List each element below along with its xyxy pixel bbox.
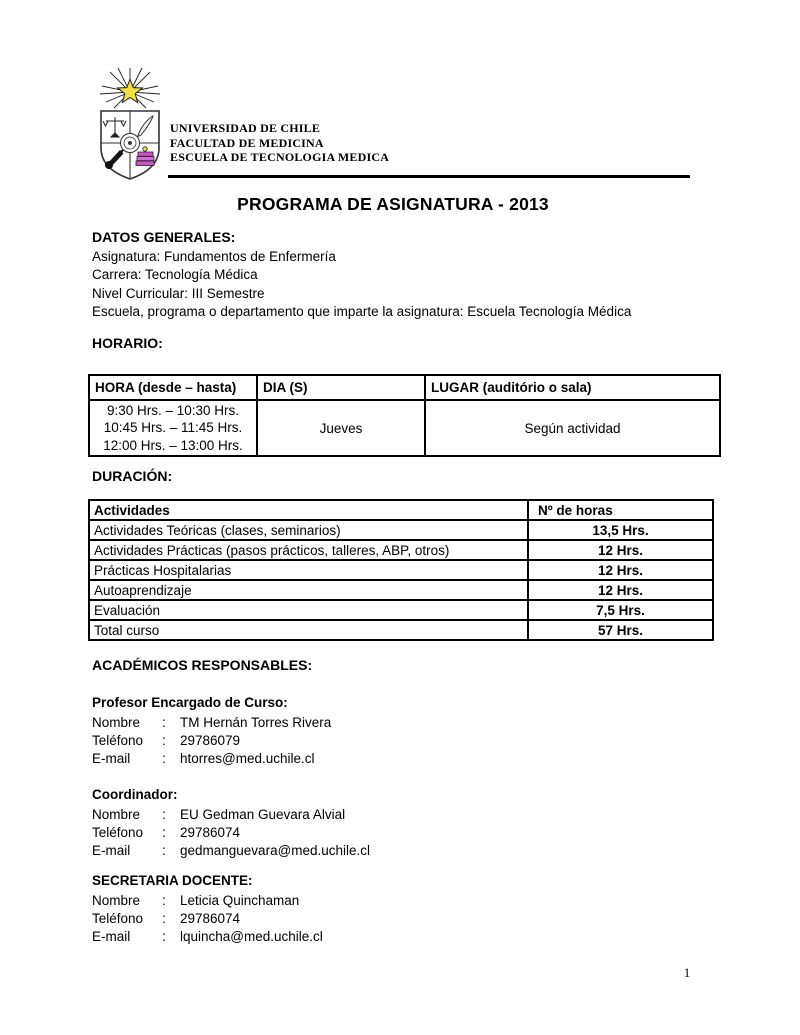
horas-cell: 12 Hrs. — [527, 579, 714, 601]
contact-separator: : — [162, 733, 166, 748]
datos-line-asignatura: Asignatura: Fundamentos de Enfermería — [92, 248, 336, 264]
duracion-header-row: Actividades Nº de horas — [88, 499, 714, 521]
contact-separator: : — [162, 751, 166, 766]
contact-row: Nombre : EU Gedman Guevara Alvial — [92, 806, 652, 824]
horario-cell-horas: 9:30 Hrs. – 10:30 Hrs. 10:45 Hrs. – 11:4… — [88, 398, 258, 458]
horas-cell: 12 Hrs. — [527, 559, 714, 581]
contact-value-nombre: TM Hernán Torres Rivera — [180, 715, 332, 730]
datos-line-carrera: Carrera: Tecnología Médica — [92, 267, 258, 283]
contact-separator: : — [162, 825, 166, 840]
section-datos-generales: DATOS GENERALES: Asignatura: Fundamentos… — [92, 228, 707, 322]
table-row: Autoaprendizaje 12 Hrs. — [88, 579, 714, 601]
header-rule — [168, 175, 690, 178]
page-number: 1 — [683, 965, 691, 980]
contact-value-email: lquincha@med.uchile.cl — [180, 929, 323, 944]
contact-row: Teléfono : 29786079 — [92, 732, 652, 750]
contact-label: Nombre — [92, 807, 141, 822]
contact-role: Profesor Encargado de Curso: — [92, 695, 288, 710]
contact-label: E-mail — [92, 843, 131, 858]
contact-value-telefono: 29786074 — [180, 825, 241, 840]
contact-value-nombre: EU Gedman Guevara Alvial — [180, 807, 346, 822]
horario-table: HORA (desde – hasta) DIA (S) LUGAR (audi… — [88, 374, 721, 458]
actividad-cell: Total curso — [88, 619, 529, 641]
contact-label: E-mail — [92, 751, 131, 766]
org-line-university: UNIVERSIDAD DE CHILE — [170, 121, 321, 135]
contact-label: Nombre — [92, 893, 141, 908]
contact-separator: : — [162, 715, 166, 730]
contact-row: Teléfono : 29786074 — [92, 824, 652, 842]
contact-row: E-mail : htorres@med.uchile.cl — [92, 750, 652, 768]
horario-col-lugar: LUGAR (auditório o sala) — [424, 374, 721, 401]
contact-label: Teléfono — [92, 825, 144, 840]
actividad-cell: Prácticas Hospitalarias — [88, 559, 529, 581]
contact-separator: : — [162, 893, 166, 908]
actividad-cell: Actividades Teóricas (clases, seminarios… — [88, 519, 529, 541]
hora-line: 9:30 Hrs. – 10:30 Hrs. — [106, 403, 240, 418]
contact-separator: : — [162, 911, 166, 926]
table-row: Prácticas Hospitalarias 12 Hrs. — [88, 559, 714, 581]
logo-books — [135, 146, 155, 166]
table-row: Actividades Teóricas (clases, seminarios… — [88, 519, 714, 541]
contact-row: E-mail : lquincha@med.uchile.cl — [92, 928, 652, 946]
contact-label: Teléfono — [92, 911, 144, 926]
hora-line: 12:00 Hrs. – 13:00 Hrs. — [103, 437, 243, 453]
datos-line-escuela: Escuela, programa o departamento que imp… — [92, 304, 632, 320]
contact-role: SECRETARIA DOCENTE: — [92, 873, 253, 888]
duracion-table: Actividades Nº de horas Actividades Teór… — [88, 499, 714, 641]
section-heading-datos-generales: DATOS GENERALES: — [92, 229, 236, 245]
contact-block-secretaria: SECRETARIA DOCENTE: Nombre : Leticia Qui… — [92, 871, 652, 946]
contact-label: Nombre — [92, 715, 141, 730]
actividad-cell: Actividades Prácticas (pasos prácticos, … — [88, 539, 529, 561]
horario-col-hora: HORA (desde – hasta) — [88, 374, 258, 401]
contact-row: E-mail : gedmanguevara@med.uchile.cl — [92, 842, 652, 860]
horas-cell: 12 Hrs. — [527, 539, 714, 561]
universidad-de-chile-logo — [99, 67, 161, 180]
org-line-faculty: FACULTAD DE MEDICINA — [170, 135, 324, 150]
hora-line: 10:45 Hrs. – 11:45 Hrs. — [103, 420, 243, 436]
table-row: Total curso 57 Hrs. — [88, 619, 714, 641]
duracion-col-horas: Nº de horas — [527, 499, 714, 521]
contact-value-telefono: 29786074 — [180, 911, 241, 926]
section-heading-academicos: ACADÉMICOS RESPONSABLES: — [92, 657, 313, 673]
horario-header-row: HORA (desde – hasta) DIA (S) LUGAR (audi… — [88, 374, 721, 401]
table-row: Actividades Prácticas (pasos prácticos, … — [88, 539, 714, 561]
document-title: PROGRAMA DE ASIGNATURA - 2013 — [237, 194, 549, 214]
horario-col-dia: DIA (S) — [256, 374, 426, 401]
contact-separator: : — [162, 929, 166, 944]
datos-line-nivel: Nivel Curricular: III Semestre — [92, 285, 265, 301]
contact-block-coordinador: Coordinador: Nombre : EU Gedman Guevara … — [92, 785, 652, 860]
logo-star — [116, 77, 144, 104]
contact-row: Nombre : Leticia Quinchaman — [92, 892, 652, 910]
contact-value-email: htorres@med.uchile.cl — [180, 751, 315, 766]
table-row: Evaluación 7,5 Hrs. — [88, 599, 714, 621]
actividad-cell: Evaluación — [88, 599, 529, 621]
horas-cell: 7,5 Hrs. — [527, 599, 714, 621]
contact-label: E-mail — [92, 929, 131, 944]
horario-cell-lugar: Según actividad — [424, 398, 721, 458]
section-heading-duracion: DURACIÓN: — [92, 468, 173, 484]
contact-label: Teléfono — [92, 733, 144, 748]
contact-value-email: gedmanguevara@med.uchile.cl — [180, 843, 371, 858]
horas-cell: 13,5 Hrs. — [527, 519, 714, 541]
duracion-col-actividades: Actividades — [88, 499, 529, 521]
horas-cell: 57 Hrs. — [527, 619, 714, 641]
university-header: UNIVERSIDAD DE CHILE FACULTAD DE MEDICIN… — [170, 121, 389, 165]
horario-cell-dia: Jueves — [256, 398, 426, 458]
org-line-school: ESCUELA DE TECNOLOGIA MEDICA — [170, 150, 390, 164]
horario-data-row: 9:30 Hrs. – 10:30 Hrs. 10:45 Hrs. – 11:4… — [88, 398, 721, 458]
contact-role: Coordinador: — [92, 787, 178, 802]
contact-value-nombre: Leticia Quinchaman — [180, 893, 300, 908]
contact-value-telefono: 29786079 — [180, 733, 241, 748]
logo-scales — [102, 117, 127, 138]
contact-block-profesor: Profesor Encargado de Curso: Nombre : TM… — [92, 693, 652, 768]
contact-separator: : — [162, 843, 166, 858]
section-heading-horario: HORARIO: — [92, 335, 163, 351]
actividad-cell: Autoaprendizaje — [88, 579, 529, 601]
contact-separator: : — [162, 807, 166, 822]
logo-medallion — [120, 133, 140, 153]
contact-row: Nombre : TM Hernán Torres Rivera — [92, 714, 652, 732]
contact-row: Teléfono : 29786074 — [92, 910, 652, 928]
